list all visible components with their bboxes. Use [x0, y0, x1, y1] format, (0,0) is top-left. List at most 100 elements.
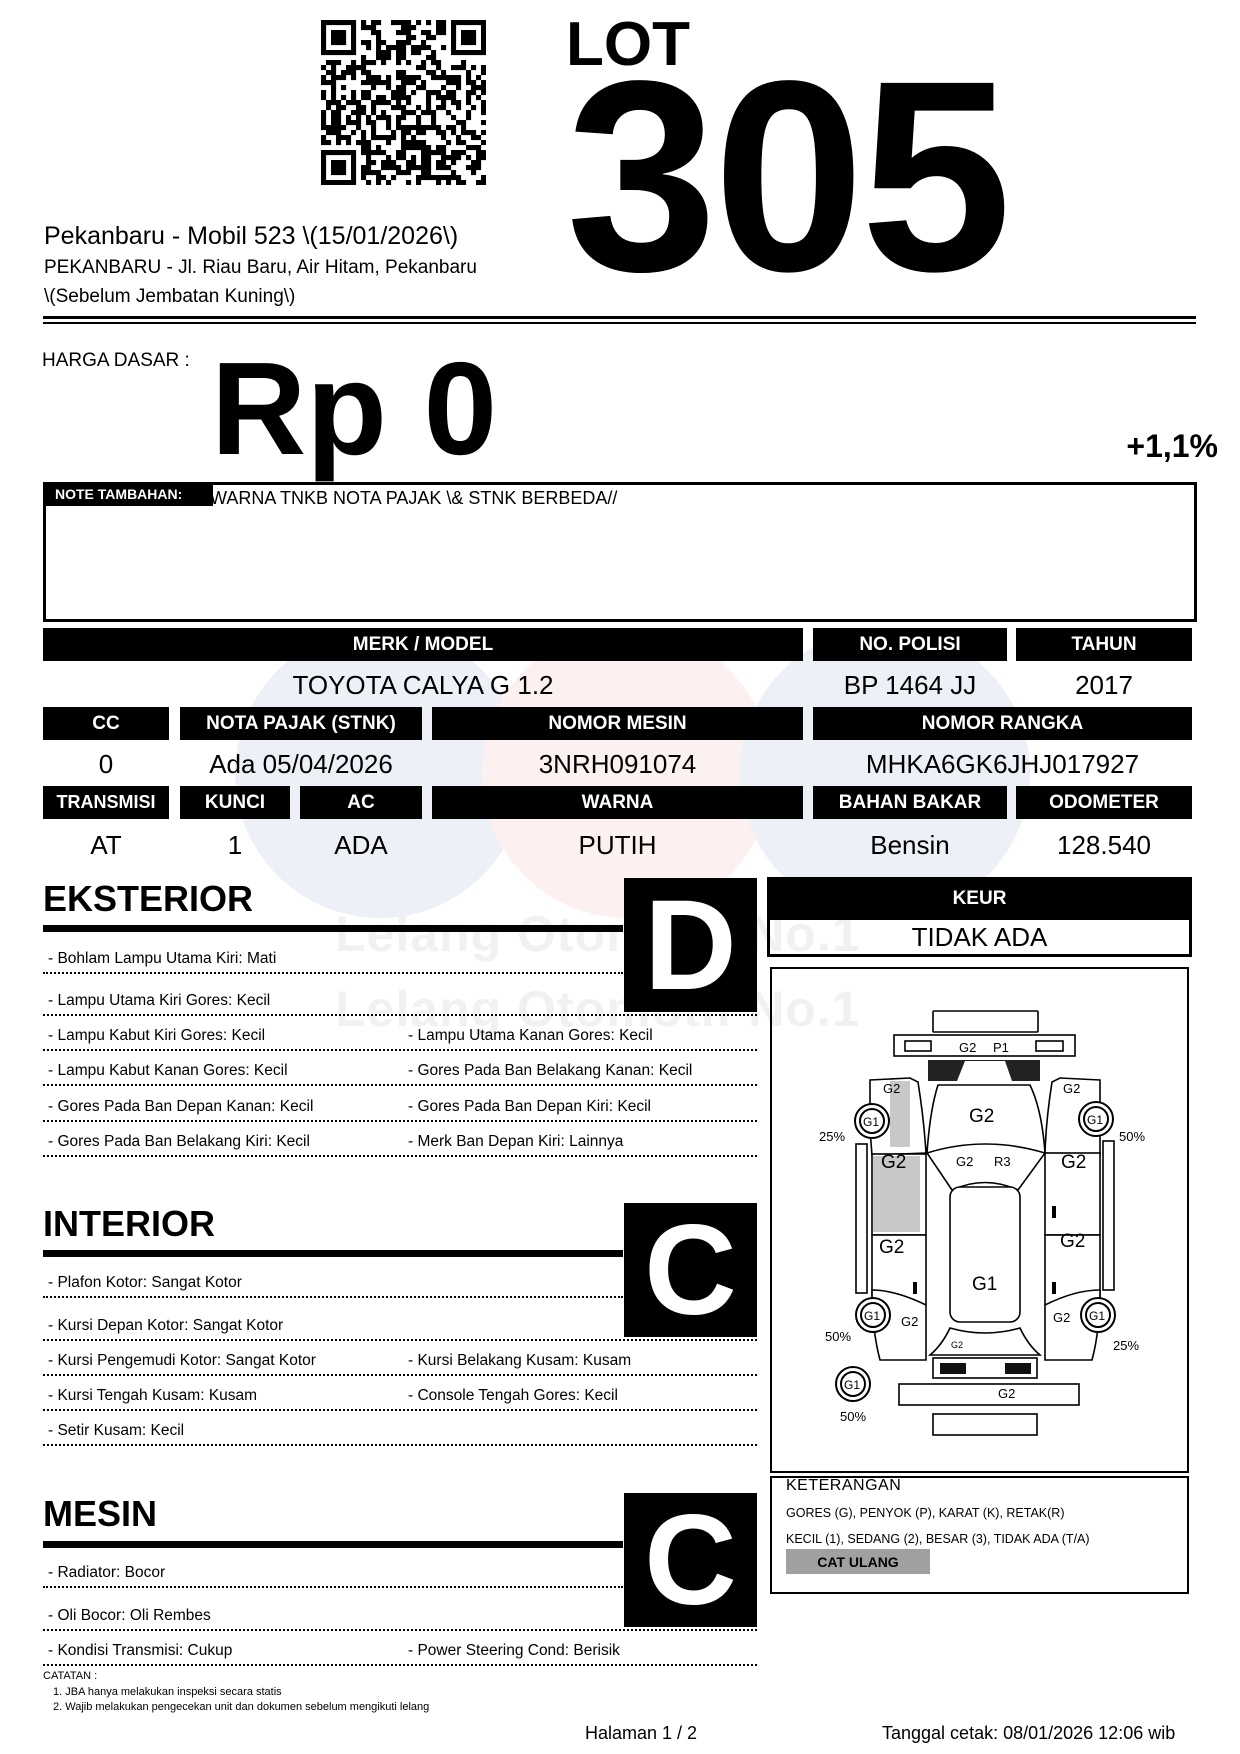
inspection-item: - Kondisi Transmisi: Cukup [48, 1642, 233, 1659]
kunci-value: 1 [227, 829, 243, 860]
watermark-circle-a [740, 628, 1030, 918]
label-door-front-right: G2 [1061, 1152, 1086, 1173]
mesin-rule [43, 1541, 623, 1548]
inspection-item: - Lampu Utama Kiri Gores: Kecil [48, 992, 271, 1009]
nota-pajak-header: NOTA PAJAK (STNK) [180, 707, 422, 740]
keur-header: KEUR [767, 877, 1192, 920]
label-roof: G1 [972, 1274, 997, 1295]
cc-header: CC [43, 707, 169, 740]
legend-title: KETERANGAN [786, 1477, 902, 1494]
inspection-item: - Kursi Depan Kotor: Sangat Kotor [48, 1317, 284, 1334]
interior-title: INTERIOR [43, 1203, 216, 1244]
nota-pajak-value: Ada 05/04/2026 [209, 748, 393, 779]
inspection-row: - Kondisi Transmisi: Cukup - Power Steeri… [43, 1631, 757, 1666]
note-label: NOTE TAMBAHAN: [43, 482, 213, 506]
address-line-1: PEKANBARU - Jl. Riau Baru, Air Hitam, Pe… [44, 257, 477, 278]
inspection-row: - Bohlam Lampu Utama Kiri: Mati [43, 936, 623, 974]
tire-spare-grade: G1 [844, 1378, 860, 1392]
label-windshield-2: R3 [994, 1154, 1011, 1169]
inspection-item: - Gores Pada Ban Belakang Kiri: Kecil [48, 1133, 310, 1150]
roof [949, 1186, 1021, 1323]
eksterior-title: EKSTERIOR [43, 878, 254, 919]
inspection-row: - Plafon Kotor: Sangat Kotor [43, 1260, 623, 1298]
inspection-row: - Radiator: Bocor [43, 1551, 623, 1588]
inspection-row: - Kursi Tengah Kusam: Kusam - Console Ten… [43, 1376, 757, 1411]
mesin-list: - Radiator: Bocor - Oli Bocor: Oli Rembes… [43, 1551, 757, 1666]
mesin-grade: C [624, 1489, 757, 1632]
inspection-row: - Oli Bocor: Oli Rembes [43, 1588, 757, 1631]
inspection-item: - Gores Pada Ban Belakang Kanan: Kecil [408, 1062, 693, 1079]
odometer-value: 128.540 [1057, 829, 1151, 860]
label-quarter-rear-left: G2 [901, 1314, 918, 1329]
mesin-title: MESIN [43, 1493, 158, 1534]
mark-tick [1052, 1206, 1056, 1218]
odometer-header: ODOMETER [1016, 786, 1192, 819]
tire-rear-left-tread: 50% [825, 1329, 851, 1344]
inspection-item: - Kursi Tengah Kusam: Kusam [48, 1387, 258, 1404]
repaint-fender-front-left [890, 1081, 910, 1147]
mark-tick [913, 1282, 917, 1294]
legend-line-1: GORES (G), PENYOK (P), KARAT (K), RETAK(… [786, 1506, 1065, 1520]
label-rear-bumper: G2 [998, 1386, 1015, 1401]
kunci-header: KUNCI [180, 786, 290, 819]
lot-number: 305 [566, 24, 1012, 328]
front-panel [932, 1010, 1039, 1033]
lot-label: LOT [566, 10, 690, 79]
eksterior-list: - Bohlam Lampu Utama Kiri: Mati - Lampu U… [43, 936, 757, 1157]
inspection-item: - Merk Ban Depan Kiri: Lainnya [408, 1133, 624, 1150]
tahun-value: 2017 [1075, 669, 1133, 700]
headlight-left [904, 1040, 932, 1052]
inspection-row: - Gores Pada Ban Depan Kanan: Kecil - Gor… [43, 1086, 757, 1122]
tire-front-right-grade: G1 [1087, 1113, 1103, 1127]
eksterior-rule [43, 925, 623, 932]
eksterior-grade: D [624, 874, 757, 1017]
label-front-bumper-2: P1 [993, 1040, 1009, 1055]
side-strip-right [1102, 1140, 1115, 1291]
print-date: Tanggal cetak: 08/01/2026 12:06 wib [882, 1723, 1176, 1743]
taillight-left [940, 1363, 966, 1374]
address-line-2: \(Sebelum Jembatan Kuning\) [44, 286, 296, 307]
door-front-right [1044, 1152, 1101, 1236]
label-front-bumper-1: G2 [959, 1040, 976, 1055]
label-fender-front-left: G2 [883, 1081, 900, 1096]
nomor-rangka-value: MHKA6GK6JHJ017927 [865, 748, 1140, 779]
label-trunk: G2 [951, 1340, 963, 1350]
inspection-row: - Lampu Kabut Kiri Gores: Kecil - Lampu U… [43, 1016, 757, 1051]
qr-code [321, 20, 486, 185]
legend-repaint-swatch: CAT ULANG [786, 1549, 930, 1574]
catatan-title: CATATAN : [43, 1670, 98, 1682]
tire-front-left-grade: G1 [863, 1115, 879, 1129]
note-box [43, 482, 1197, 622]
transmisi-header: TRANSMISI [43, 786, 169, 819]
inspection-item: - Radiator: Bocor [48, 1564, 166, 1581]
inspection-item: - Plafon Kotor: Sangat Kotor [48, 1274, 242, 1291]
inspection-item: - Lampu Utama Kanan Gores: Kecil [408, 1027, 653, 1044]
watermark-circle-b [482, 628, 772, 918]
nomor-mesin-value: 3NRH091074 [538, 748, 697, 779]
rear-bumper [898, 1383, 1080, 1406]
label-hood: G2 [969, 1106, 994, 1127]
trunk [927, 1327, 1043, 1356]
legend-box [770, 1476, 1189, 1594]
label-door-rear-right: G2 [1060, 1231, 1085, 1252]
tire-spare-tread: 50% [840, 1409, 866, 1424]
inspection-item: - Lampu Kabut Kanan Gores: Kecil [48, 1062, 288, 1079]
windshield [925, 1143, 1047, 1192]
no-polisi-header: NO. POLISI [813, 628, 1007, 661]
cc-value: 0 [98, 748, 114, 779]
inspection-row: - Setir Kusam: Kecil [43, 1411, 757, 1446]
inspection-item: - Lampu Kabut Kiri Gores: Kecil [48, 1027, 266, 1044]
headlight-right [1035, 1040, 1064, 1052]
no-polisi-value: BP 1464 JJ [843, 669, 977, 700]
base-price-label: HARGA DASAR : [42, 350, 190, 371]
fee-percent: +1,1% [1126, 428, 1218, 464]
interior-grade: C [624, 1199, 757, 1342]
label-door-front-left: G2 [881, 1152, 906, 1173]
keur-value: TIDAK ADA [767, 920, 1192, 957]
inspection-item: - Bohlam Lampu Utama Kiri: Mati [48, 950, 277, 967]
inspection-row: - Gores Pada Ban Belakang Kiri: Kecil - M… [43, 1122, 757, 1157]
inspection-item: - Oli Bocor: Oli Rembes [48, 1607, 211, 1624]
catatan-item-1: 1. JBA hanya melakukan inspeksi secara s… [53, 1686, 282, 1698]
tire-rear-left-grade: G1 [864, 1309, 880, 1323]
header-divider [43, 316, 1196, 319]
